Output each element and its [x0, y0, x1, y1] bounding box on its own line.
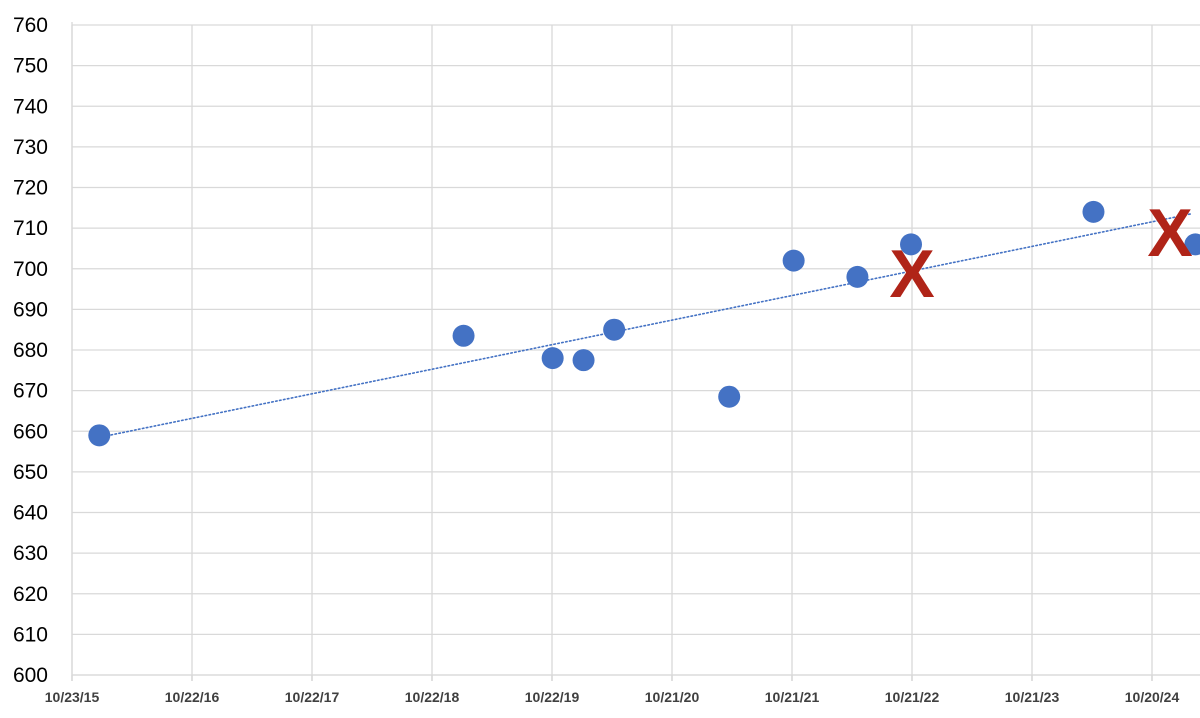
y-tick-label: 600: [13, 664, 48, 687]
y-tick-label: 720: [13, 177, 48, 200]
x-tick-label: 10/23/15: [45, 689, 100, 705]
data-point: [1184, 233, 1200, 256]
x-tick-label: 10/21/22: [885, 689, 940, 705]
y-tick-label: 650: [13, 461, 48, 484]
y-tick-label: 640: [13, 502, 48, 525]
data-point: [900, 233, 923, 256]
y-tick-label: 680: [13, 339, 48, 362]
y-tick-label: 630: [13, 542, 48, 565]
data-point: [1082, 200, 1105, 223]
x-mark-annotation: X: [889, 236, 934, 312]
y-tick-label: 620: [13, 583, 48, 606]
y-tick-label: 690: [13, 298, 48, 321]
y-tick-label: 700: [13, 258, 48, 281]
x-tick-label: 10/20/24: [1125, 689, 1180, 705]
data-point: [846, 265, 869, 288]
x-tick-label: 10/21/20: [645, 689, 700, 705]
trendline: [98, 213, 1192, 439]
y-tick-label: 750: [13, 55, 48, 78]
y-tick-label: 740: [13, 95, 48, 118]
y-axis-tick-labels: 600 610 620 630 640 650 660 670 680 690 700 710 720 7…: [13, 14, 48, 687]
x-mark-annotation: X: [1147, 195, 1192, 271]
data-point: [572, 349, 595, 372]
annotations: XX: [889, 195, 1192, 312]
x-tick-label: 10/22/18: [405, 689, 460, 705]
data-point: [541, 347, 564, 370]
y-tick-label: 730: [13, 136, 48, 159]
y-tick-label: 670: [13, 380, 48, 403]
data-point: [782, 249, 805, 272]
x-tick-label: 10/21/23: [1005, 689, 1060, 705]
x-tick-label: 10/21/21: [765, 689, 820, 705]
y-tick-label: 610: [13, 623, 48, 646]
data-point: [603, 318, 626, 341]
x-tick-label: 10/22/17: [285, 689, 340, 705]
data-point: [88, 424, 111, 447]
x-tick-label: 10/22/16: [165, 689, 220, 705]
y-tick-label: 760: [13, 14, 48, 37]
y-tick-label: 710: [13, 217, 48, 240]
x-axis-tick-labels: 10/23/15 10/22/16 10/22/17 10/22/18 10/22/19…: [45, 689, 1180, 705]
y-tick-label: 660: [13, 420, 48, 443]
x-tick-label: 10/22/19: [525, 689, 580, 705]
data-point: [718, 385, 741, 408]
trendline-group: [98, 213, 1192, 439]
data-point: [452, 324, 475, 347]
data-points: [88, 200, 1200, 447]
grid-lines: [71, 22, 1200, 681]
